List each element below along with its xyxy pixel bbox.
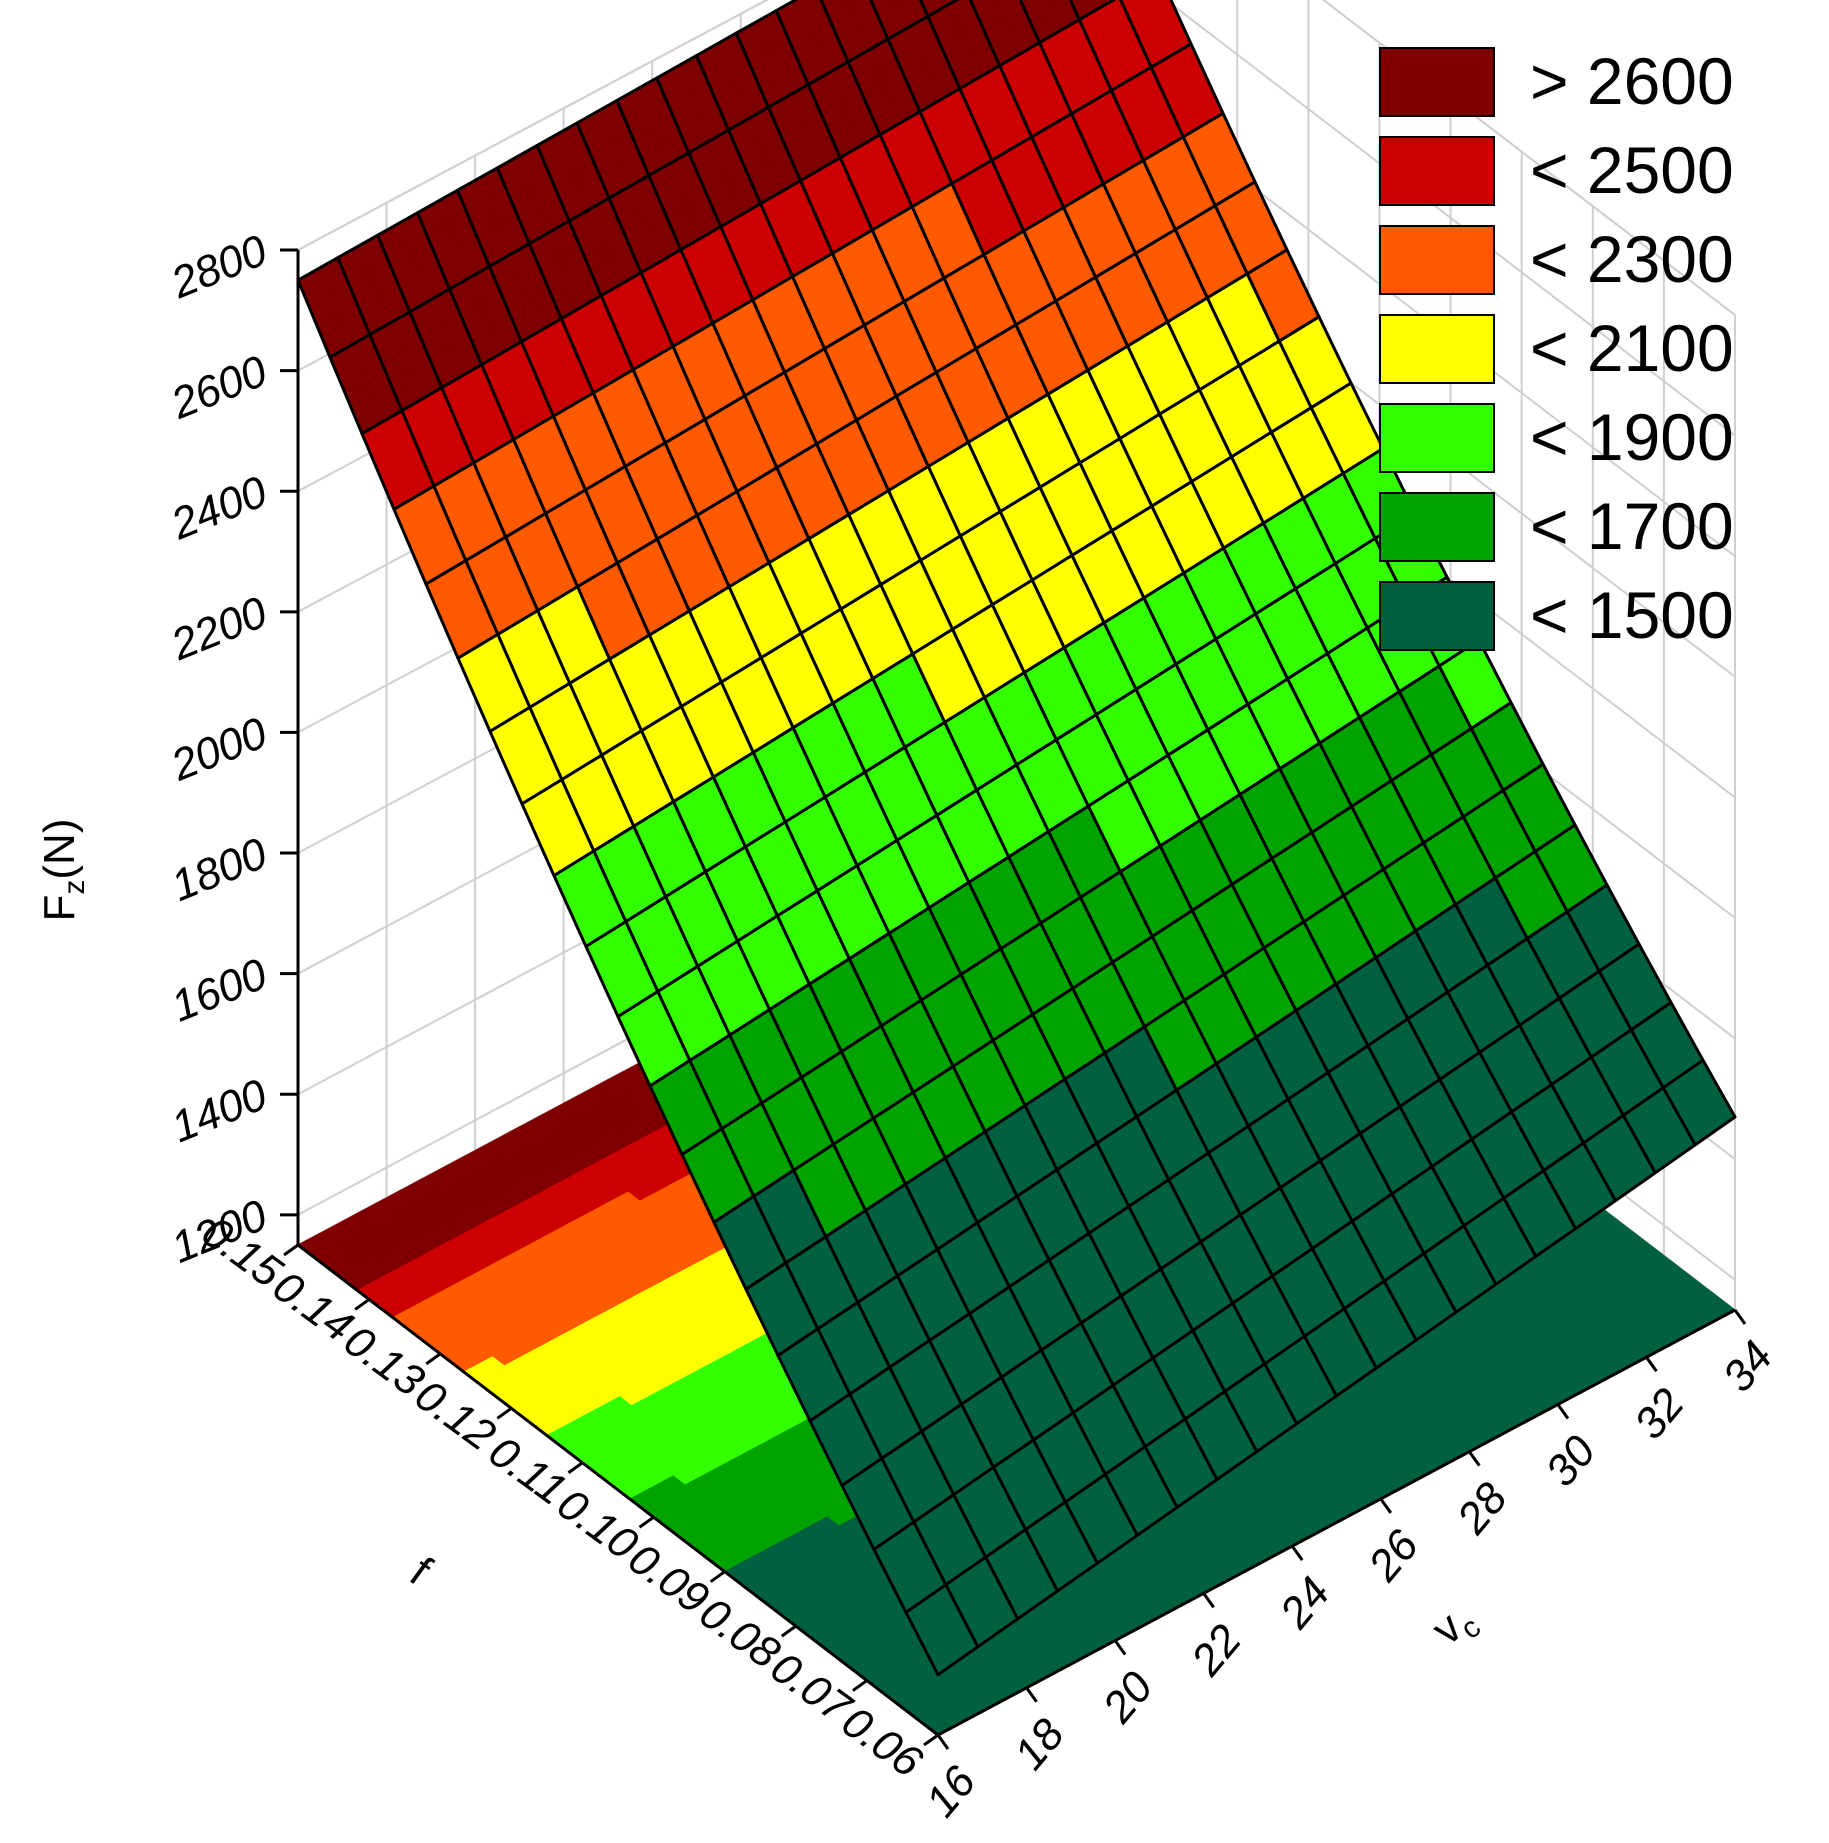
vc-tick xyxy=(1025,1686,1038,1703)
f-tick xyxy=(425,1352,442,1366)
vc-tick xyxy=(1202,1592,1215,1609)
f-tick xyxy=(496,1407,513,1420)
legend-label: < 2300 xyxy=(1530,222,1734,296)
legend-label: < 2500 xyxy=(1530,133,1734,207)
vc-tick xyxy=(1733,1309,1747,1325)
legend-label: < 2100 xyxy=(1530,311,1734,385)
x-axis-title: f xyxy=(401,1548,440,1595)
z-tick-label: 2000 xyxy=(164,708,275,791)
vc-tick-label: 28 xyxy=(1447,1473,1517,1543)
legend-label: < 1900 xyxy=(1530,400,1734,474)
z-tick-label: 2600 xyxy=(164,346,275,429)
vc-tick-label: 24 xyxy=(1270,1568,1340,1638)
vc-tick xyxy=(1291,1545,1304,1561)
f-tick xyxy=(283,1243,299,1257)
z-tick-label: 1800 xyxy=(165,829,275,911)
f-axis-line xyxy=(297,1243,939,1737)
vc-tick xyxy=(1468,1450,1481,1467)
legend: > 2600 < 2500 < 2300 < 2100 < 1900 < 1700 < 15… xyxy=(1379,44,1734,652)
f-tick xyxy=(567,1461,584,1474)
z-tick-label: 2400 xyxy=(164,467,275,550)
legend-swatch xyxy=(1379,403,1495,473)
f-tick xyxy=(852,1679,868,1692)
f-tick xyxy=(709,1570,726,1583)
legend-swatch xyxy=(1379,492,1495,562)
surface-cell xyxy=(904,1583,980,1677)
f-tick xyxy=(780,1624,797,1638)
vc-tick xyxy=(936,1734,950,1750)
vc-tick-label: 34 xyxy=(1713,1332,1782,1401)
vc-tick-label: 26 xyxy=(1359,1521,1429,1591)
vc-tick xyxy=(1556,1403,1570,1420)
legend-swatch xyxy=(1379,314,1495,384)
legend-label: < 1500 xyxy=(1530,578,1734,652)
vc-tick-label: 22 xyxy=(1181,1616,1251,1686)
vc-tick-label: 32 xyxy=(1625,1379,1694,1448)
z-tick-label: 2800 xyxy=(164,226,275,309)
y-axis-title: vc xyxy=(1423,1593,1487,1660)
vc-tick-label: 20 xyxy=(1093,1662,1163,1732)
legend-label: > 2600 xyxy=(1530,44,1734,118)
f-tick xyxy=(354,1298,370,1311)
z-tick-label: 2200 xyxy=(164,587,275,670)
axes xyxy=(296,250,1736,1737)
legend-label: < 1700 xyxy=(1530,489,1734,563)
vc-tick xyxy=(1113,1639,1127,1656)
vc-axis-line xyxy=(937,1308,1736,1737)
legend-swatch xyxy=(1379,47,1495,117)
legend-swatch xyxy=(1379,225,1495,295)
vc-tick-label: 18 xyxy=(1005,1710,1074,1779)
response-surface xyxy=(296,0,1737,1677)
vc-tick-label: 16 xyxy=(916,1757,985,1826)
legend-swatch xyxy=(1379,581,1495,651)
vc-tick xyxy=(1645,1356,1658,1373)
vc-tick-label: 30 xyxy=(1536,1426,1605,1495)
wall-edge xyxy=(297,0,1736,316)
z-axis-title: Fz(N) xyxy=(35,819,91,922)
legend-swatch xyxy=(1379,136,1495,206)
z-tick-label: 1600 xyxy=(165,949,275,1031)
f-tick xyxy=(638,1516,655,1529)
vc-tick xyxy=(1379,1498,1392,1514)
z-tick-label: 1400 xyxy=(165,1070,275,1152)
f-tick xyxy=(923,1733,939,1747)
